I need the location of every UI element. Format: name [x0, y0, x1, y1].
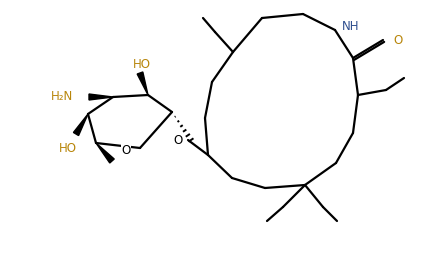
Text: HO: HO: [59, 142, 77, 154]
Polygon shape: [96, 143, 114, 163]
Text: O: O: [122, 144, 130, 158]
Text: NH: NH: [342, 20, 360, 32]
Text: HO: HO: [133, 58, 151, 70]
Polygon shape: [89, 94, 113, 100]
Polygon shape: [74, 114, 88, 135]
Text: H₂N: H₂N: [51, 90, 73, 104]
Text: O: O: [393, 33, 402, 47]
Text: O: O: [174, 133, 183, 146]
Polygon shape: [137, 72, 148, 95]
